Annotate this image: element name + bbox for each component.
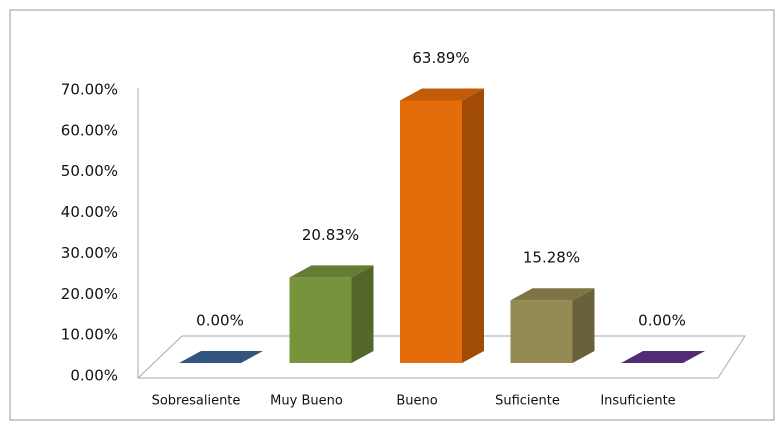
y-tick-label: 10.00% bbox=[61, 326, 118, 344]
value-label: 15.28% bbox=[523, 249, 580, 267]
bar-top bbox=[179, 351, 263, 363]
value-label: 63.89% bbox=[412, 49, 469, 67]
value-label: 20.83% bbox=[302, 226, 359, 244]
x-tick-label: Sobresaliente bbox=[152, 394, 241, 409]
bar-front bbox=[289, 277, 352, 363]
bar-side bbox=[351, 265, 374, 363]
x-tick-label: Muy Bueno bbox=[270, 394, 343, 409]
floor bbox=[136, 335, 746, 379]
value-label: 0.00% bbox=[196, 312, 244, 330]
value-label: 0.00% bbox=[638, 312, 686, 330]
bar-front bbox=[510, 300, 573, 363]
y-tick-label: 0.00% bbox=[70, 367, 118, 385]
chart-border bbox=[9, 9, 775, 421]
y-tick-label: 70.00% bbox=[61, 81, 118, 99]
x-tick-label: Insuficiente bbox=[600, 394, 675, 409]
bar-top bbox=[400, 88, 484, 101]
y-tick-label: 40.00% bbox=[61, 203, 118, 221]
bar-top bbox=[621, 351, 705, 363]
bar-side bbox=[572, 288, 595, 363]
bar-side bbox=[462, 88, 484, 364]
y-tick-label: 60.00% bbox=[61, 121, 118, 139]
x-tick-label: Suficiente bbox=[495, 394, 560, 409]
y-tick-label: 20.00% bbox=[61, 285, 118, 303]
bar-top bbox=[510, 288, 595, 301]
y-tick-label: 30.00% bbox=[61, 244, 118, 262]
x-tick-label: Bueno bbox=[396, 394, 437, 409]
bar-front bbox=[400, 100, 462, 364]
y-tick-label: 50.00% bbox=[61, 162, 118, 180]
bar-top bbox=[289, 265, 374, 278]
